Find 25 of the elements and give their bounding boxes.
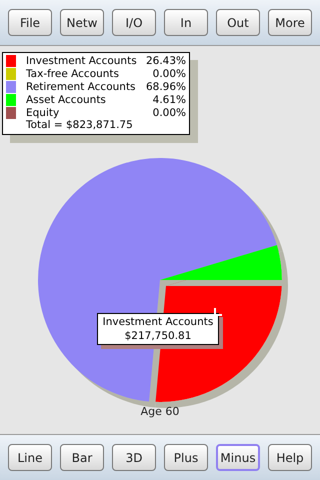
text: Plus [164,444,208,471]
legend-label: Investment Accounts [26,54,138,66]
legend-label: Tax-free Accounts [26,68,120,80]
text: I/O [112,9,156,36]
text: More [268,9,312,36]
text: Out [216,9,260,36]
text: Bar [60,444,104,471]
data-label: 26.43% [146,54,186,66]
text: Minus [216,444,260,471]
text: 3D [112,444,156,471]
text: 0.00% [152,106,186,118]
legend-label: Asset Accounts [26,94,107,106]
legend-label: Equity [26,106,60,118]
data-label: 68.96% [146,80,186,92]
text: Line [8,444,52,471]
text: In [164,9,208,36]
text: Age 60 [140,405,180,418]
data-label: 4.61% [152,94,186,106]
text: 0.00% [152,68,186,80]
legend-label: Retirement Accounts [26,80,137,92]
text: Investment Accounts $217,750.81 [97,313,219,345]
text: Netw [60,9,104,36]
text: Help [268,444,312,471]
text: Total = $823,871.75 [25,119,134,133]
text: File [8,9,52,36]
